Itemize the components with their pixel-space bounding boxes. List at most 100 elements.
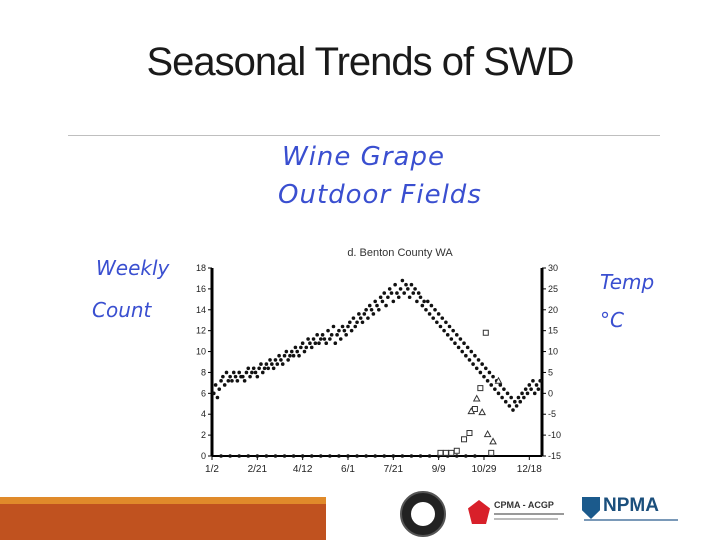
- data-point-dot: [318, 454, 323, 458]
- data-point-dot: [534, 383, 539, 387]
- data-point-dot: [513, 399, 517, 404]
- data-point-dot: [230, 379, 234, 383]
- npma-logo-text: NPMA: [603, 495, 659, 516]
- data-point-dot: [445, 333, 450, 337]
- data-point-dot: [257, 366, 261, 371]
- data-point-square: [466, 430, 473, 437]
- data-point-dot: [377, 307, 381, 312]
- handwritten-crop-label: Wine Grape: [282, 142, 445, 172]
- x-tick-label: 10/29: [471, 464, 496, 475]
- data-point-dot: [212, 391, 216, 396]
- title-divider: [68, 135, 660, 136]
- data-point-dot: [514, 404, 519, 408]
- data-point-dot: [406, 287, 410, 291]
- y-right-tick-label: 5: [548, 367, 553, 377]
- data-point-dot: [474, 366, 479, 371]
- data-point-dot: [219, 454, 223, 458]
- data-point-dot: [282, 353, 287, 358]
- data-point-dot: [464, 454, 468, 458]
- maple-leaf-icon: [468, 500, 490, 524]
- data-point-dot: [378, 295, 383, 300]
- data-point-dot: [454, 454, 459, 458]
- data-point-dot: [353, 324, 358, 329]
- data-point-dot: [418, 454, 423, 458]
- cpma-logo: CPMA - ACGP: [468, 496, 568, 530]
- data-point-dot: [288, 353, 292, 358]
- data-point-triangle: [483, 430, 492, 438]
- data-point-square: [437, 449, 444, 456]
- data-point-dot: [266, 366, 271, 371]
- data-point-dot: [255, 374, 260, 379]
- data-point-dot: [275, 362, 280, 366]
- data-point-dot: [382, 454, 387, 458]
- y-left-tick-label: 8: [201, 367, 206, 377]
- data-point-dot: [271, 366, 276, 371]
- slide-title: Seasonal Trends of SWD: [146, 40, 574, 84]
- data-point-dot: [349, 328, 354, 333]
- data-point-dot: [228, 374, 232, 379]
- data-point-dot: [532, 391, 537, 396]
- data-point-square: [482, 329, 489, 336]
- data-point-dot: [473, 454, 477, 458]
- data-point-dot: [511, 408, 515, 412]
- data-point-dot: [279, 358, 283, 362]
- data-point-dot: [482, 374, 486, 379]
- data-point-dot: [418, 295, 423, 300]
- data-point-dot: [436, 312, 441, 316]
- data-point-dot: [380, 299, 385, 304]
- footer-bar: [0, 504, 326, 540]
- data-point-dot: [431, 316, 436, 320]
- npma-logo: NPMA: [582, 495, 682, 527]
- data-point-dot: [364, 307, 368, 312]
- data-point-dot: [396, 295, 401, 300]
- data-point-dot: [404, 282, 408, 287]
- y-right-tick-label: 0: [548, 388, 553, 398]
- data-point-dot: [480, 362, 484, 366]
- data-point-dot: [531, 379, 535, 383]
- data-point-dot: [505, 391, 510, 396]
- data-point-dot: [309, 345, 314, 350]
- data-point-dot: [280, 362, 285, 366]
- data-point-dot: [346, 454, 350, 458]
- seal-logo: [400, 491, 446, 537]
- data-point-square: [488, 449, 495, 456]
- data-point-dot: [411, 291, 416, 295]
- data-point-dot: [518, 399, 523, 404]
- data-point-dot: [335, 333, 339, 337]
- data-point-dot: [433, 307, 437, 312]
- data-point-dot: [337, 328, 341, 333]
- data-point-dot: [351, 316, 356, 320]
- handwritten-right-axis-label-1: Temp: [600, 270, 655, 294]
- data-point-dot: [500, 395, 504, 400]
- data-point-square: [477, 385, 484, 392]
- y-left-tick-label: 2: [201, 430, 206, 440]
- data-point-dot: [315, 333, 319, 337]
- data-point-dot: [291, 353, 296, 358]
- y-right-tick-label: -15: [548, 451, 561, 461]
- x-tick-label: 9/9: [432, 464, 446, 475]
- data-point-dot: [273, 358, 278, 362]
- x-tick-label: 12/18: [517, 464, 542, 475]
- cpma-logo-text: CPMA - ACGP: [494, 500, 554, 510]
- data-point-dot: [498, 383, 503, 387]
- data-point-dot: [259, 362, 263, 366]
- data-point-dot: [409, 282, 414, 287]
- data-point-dot: [300, 454, 305, 458]
- data-point-dot: [538, 379, 542, 383]
- data-point-dot: [242, 379, 247, 383]
- data-point-dot: [424, 307, 428, 312]
- data-point-dot: [304, 345, 309, 350]
- data-point-dot: [536, 387, 541, 391]
- data-point-dot: [438, 324, 443, 329]
- data-point-dot: [289, 349, 294, 354]
- y-left-tick-label: 6: [201, 388, 206, 398]
- y-right-tick-label: 25: [548, 284, 558, 294]
- data-point-dot: [215, 395, 220, 400]
- data-point-dot: [453, 341, 457, 346]
- data-point-dot: [297, 353, 301, 358]
- data-point-dot: [413, 287, 417, 291]
- data-point-dot: [253, 370, 258, 375]
- data-point-dot: [244, 370, 249, 375]
- data-point-square: [442, 449, 449, 456]
